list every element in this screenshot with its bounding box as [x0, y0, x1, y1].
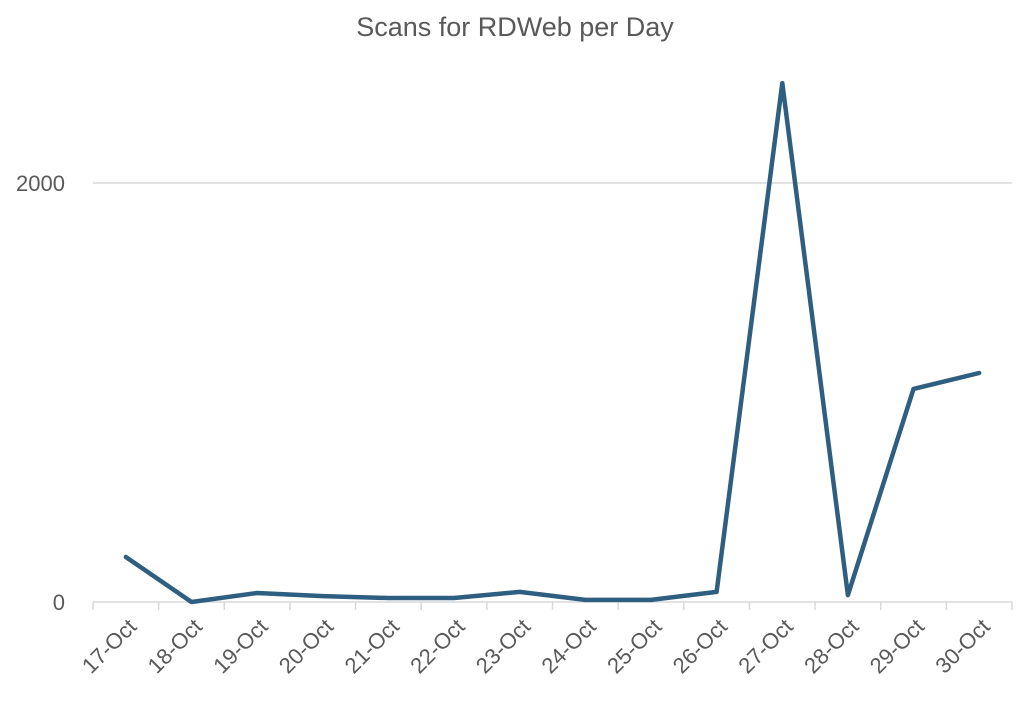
x-tick-label: 30-Oct: [930, 614, 994, 678]
x-tick-label: 28-Oct: [799, 614, 863, 678]
x-tick-label: 24-Oct: [536, 614, 600, 678]
y-tick-label: 2000: [16, 171, 65, 196]
x-tick-label: 22-Oct: [405, 614, 469, 678]
y-tick-label: 0: [53, 590, 65, 615]
x-tick-label: 27-Oct: [733, 614, 797, 678]
x-tick-label: 17-Oct: [77, 614, 141, 678]
x-tick-label: 29-Oct: [865, 614, 929, 678]
series-line: [123, 80, 982, 605]
x-tick-label: 20-Oct: [274, 614, 338, 678]
x-tick-label: 23-Oct: [471, 614, 535, 678]
x-tick-label: 18-Oct: [143, 614, 207, 678]
x-tick-label: 25-Oct: [602, 614, 666, 678]
chart-title: Scans for RDWeb per Day: [356, 12, 674, 42]
x-tick-label: 21-Oct: [340, 614, 404, 678]
x-tick-label: 26-Oct: [668, 614, 732, 678]
x-tick-label: 19-Oct: [208, 614, 272, 678]
